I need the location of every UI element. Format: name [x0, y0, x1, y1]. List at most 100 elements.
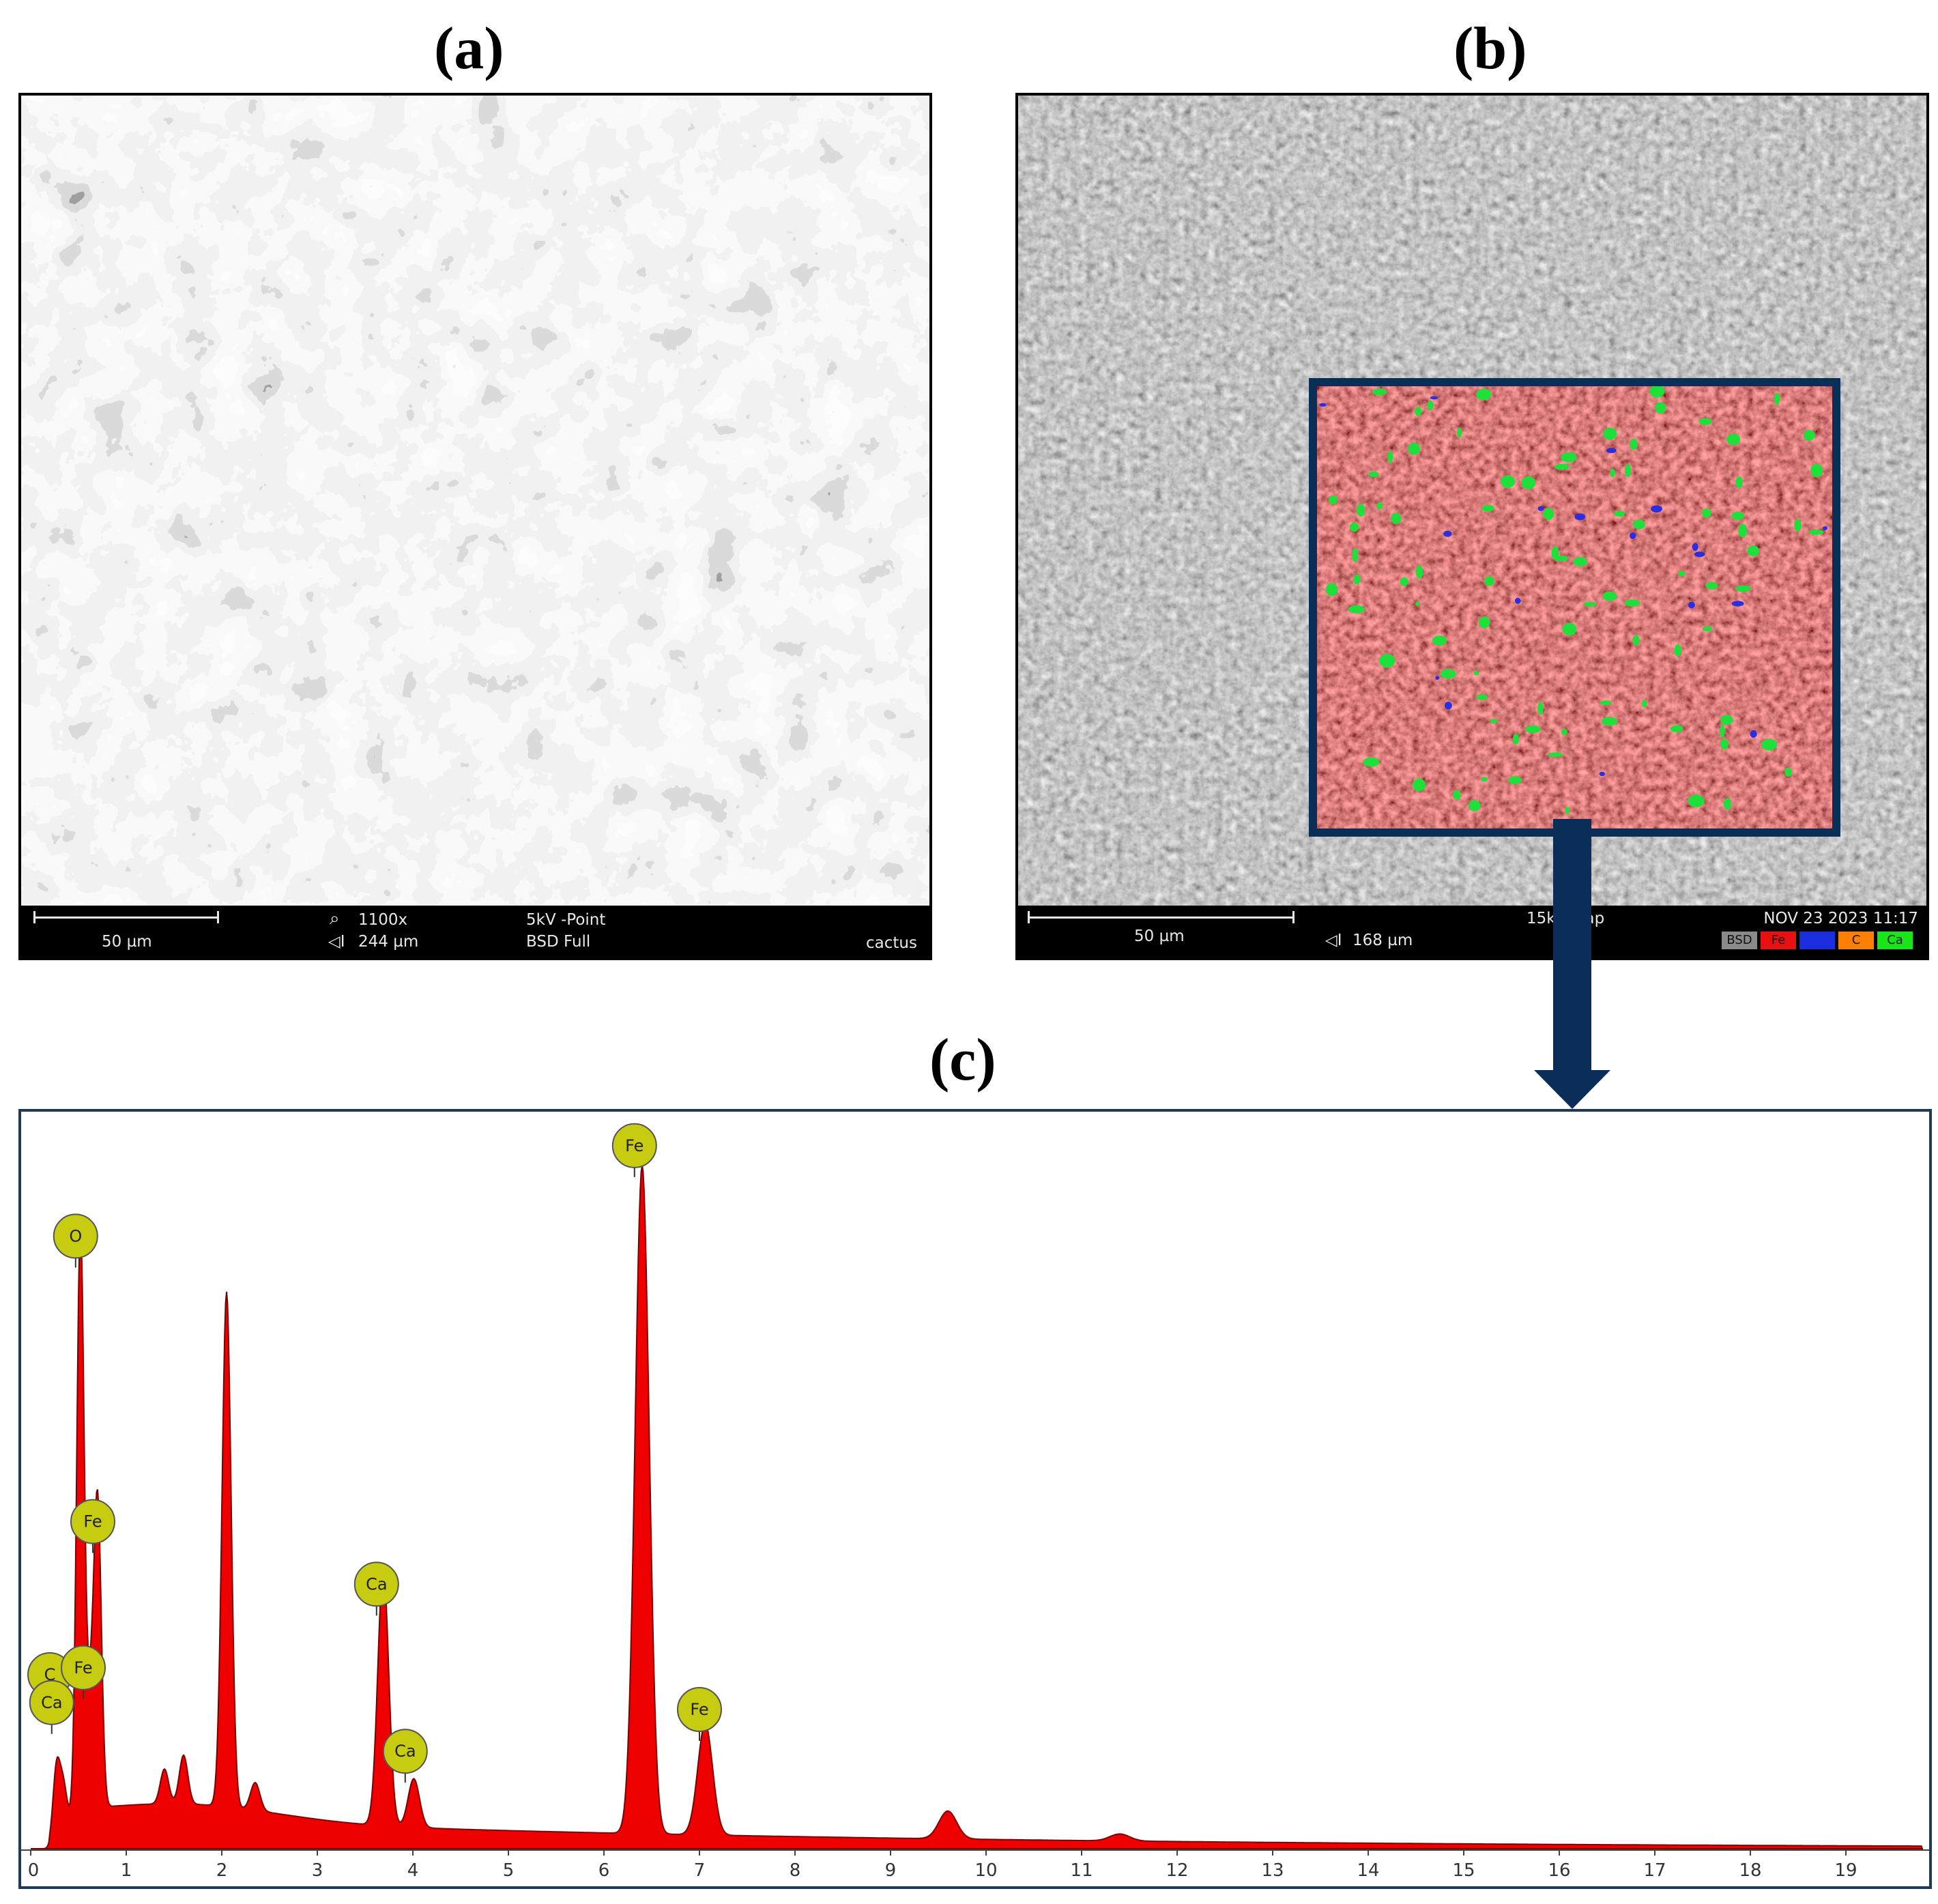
- map-dot: [1562, 622, 1577, 636]
- map-dot: [1473, 670, 1479, 676]
- map-dot: [1481, 504, 1494, 512]
- map-dot: [1649, 384, 1665, 398]
- map-dot: [1548, 752, 1563, 758]
- map-dot: [1574, 513, 1586, 521]
- map-dot: [1476, 388, 1492, 401]
- map-dot: [1694, 551, 1705, 558]
- map-dot: [1391, 513, 1402, 525]
- map-dot: [1561, 452, 1577, 463]
- peak-marker-label: Ca: [394, 1742, 416, 1761]
- map-dot: [1415, 565, 1423, 579]
- map-dot: [1329, 495, 1338, 504]
- channel-chip: [1799, 932, 1835, 949]
- map-dot: [1349, 523, 1359, 532]
- map-dot: [1750, 730, 1757, 738]
- map-dot: [1521, 476, 1536, 490]
- map-dot: [1415, 407, 1422, 416]
- map-dot: [1633, 519, 1645, 530]
- map-dot: [1400, 577, 1408, 586]
- scale-tick: [33, 911, 35, 923]
- map-dot: [1735, 585, 1751, 592]
- x-tick-label: 14: [1357, 1860, 1379, 1881]
- peak-marker-label: Fe: [74, 1658, 92, 1677]
- x-tick-label: 2: [216, 1860, 228, 1881]
- panel-label-b: (b): [1454, 16, 1527, 82]
- x-tick-label: 5: [503, 1860, 515, 1881]
- map-dot: [1457, 427, 1462, 437]
- map-dot: [1443, 530, 1452, 537]
- map-dot: [1476, 694, 1488, 700]
- field-width-icon: ◁I: [328, 933, 345, 951]
- map-dot: [1484, 576, 1494, 586]
- scale-label-b: 50 µm: [1134, 927, 1185, 945]
- map-dot: [1603, 427, 1617, 440]
- map-dot: [1543, 508, 1554, 520]
- x-tick-label: 3: [312, 1860, 323, 1881]
- map-dot: [1642, 699, 1647, 708]
- map-dot: [1726, 433, 1741, 445]
- map-dot: [1747, 545, 1760, 556]
- map-dot: [1444, 702, 1452, 710]
- map-dot: [1427, 401, 1434, 411]
- x-tick-label: 0: [28, 1860, 40, 1881]
- map-dot: [1379, 654, 1395, 668]
- x-tick-label: 11: [1070, 1860, 1093, 1881]
- scale-tick: [1028, 911, 1030, 923]
- map-dot: [1774, 392, 1780, 405]
- x-tick-label: 7: [694, 1860, 706, 1881]
- map-dot: [1784, 767, 1792, 777]
- map-dot: [1352, 548, 1359, 562]
- spectrum-plot: 0 1 2 3 4 5 6 7 8 9 10 11 12 13 14 15 16 17 18 19OFeCCaFeCa…: [21, 1123, 1929, 1881]
- map-dot: [1761, 738, 1778, 751]
- map-dot: [1430, 396, 1438, 400]
- map-dot: [1632, 635, 1640, 646]
- peak-marker-label: Fe: [690, 1700, 708, 1719]
- map-dot: [1688, 601, 1695, 609]
- sample-label: cactus: [866, 934, 917, 952]
- map-dot: [1629, 532, 1636, 539]
- map-dot: [1731, 601, 1744, 607]
- channel-chip: Fe: [1761, 932, 1796, 949]
- map-dot: [1583, 602, 1597, 607]
- sem-micrograph-a: [21, 96, 929, 906]
- map-dot: [1432, 635, 1447, 646]
- x-tick-label: 8: [790, 1860, 801, 1881]
- element-map-dots: [1319, 384, 1827, 814]
- peak-marker-label: Fe: [83, 1512, 102, 1531]
- peak-marker: [611, 1123, 657, 1168]
- x-tick-label: 17: [1643, 1860, 1666, 1881]
- map-dot: [1481, 777, 1488, 782]
- x-tick-label: 15: [1452, 1860, 1475, 1881]
- map-dot: [1731, 511, 1745, 520]
- map-dot: [1508, 776, 1522, 785]
- map-dot: [1537, 506, 1544, 511]
- map-dot: [1677, 571, 1686, 577]
- x-tick-label: 1: [121, 1860, 132, 1881]
- map-region-frame: [1309, 378, 1840, 837]
- peak-marker: [70, 1499, 115, 1544]
- map-dot: [1561, 728, 1567, 736]
- map-dot: [1692, 543, 1698, 551]
- map-dot: [1440, 669, 1456, 679]
- map-dot: [1609, 468, 1615, 478]
- map-dot: [1573, 557, 1587, 566]
- map-dot: [1553, 556, 1569, 562]
- scale-label-a: 50 µm: [102, 933, 152, 951]
- map-dot: [1808, 530, 1824, 535]
- datetime-label: NOV 23 2023 11:17: [1763, 910, 1918, 927]
- map-dot: [1525, 725, 1541, 734]
- map-dot: [1651, 505, 1662, 513]
- map-dot: [1803, 429, 1815, 441]
- map-dot: [1387, 450, 1393, 463]
- map-dot: [1822, 526, 1827, 530]
- map-dot: [1606, 448, 1617, 453]
- peak-marker: [353, 1561, 399, 1607]
- panel-label-a: (a): [434, 16, 504, 82]
- sem-image-b: 50 µm ◁I 168 µm 15kV Map NOV 23 2023 11:…: [1015, 93, 1929, 960]
- map-dot: [1630, 438, 1638, 450]
- map-dot: [1698, 418, 1712, 425]
- x-tick-label: 10: [974, 1860, 997, 1881]
- scale-tick: [1292, 911, 1295, 923]
- sem-info-bar-b: 50 µm ◁I 168 µm 15kV Map NOV 23 2023 11:…: [1018, 906, 1926, 957]
- map-dot: [1600, 700, 1612, 706]
